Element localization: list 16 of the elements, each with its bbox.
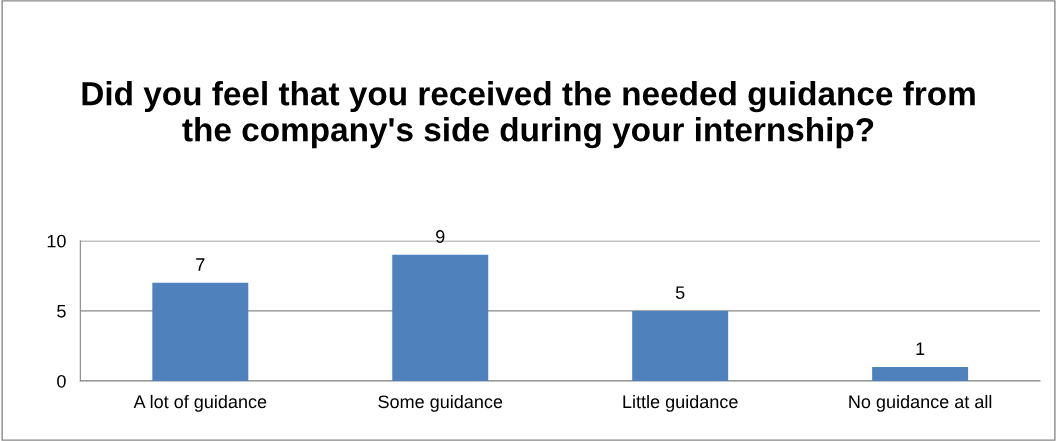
data-label: 5	[675, 286, 685, 299]
chart-title: Did you feel that you received the needed guidance from the company's side during your internship?	[82, 81, 975, 149]
x-tick-label: Some guidance	[378, 394, 503, 412]
x-tick-label: Little guidance	[623, 394, 738, 412]
x-tick-label: No guidance at all	[849, 394, 992, 412]
y-tick-label: 0	[57, 374, 66, 388]
data-label: 7	[196, 258, 205, 271]
y-tick-label: 10	[47, 234, 66, 248]
x-tick-label: A lot of guidance	[133, 394, 267, 412]
bar	[872, 367, 969, 382]
data-label: 1	[916, 342, 925, 355]
y-tick-label: 5	[57, 305, 66, 318]
data-label: 9	[436, 230, 445, 243]
bar	[392, 254, 489, 382]
bar	[632, 310, 729, 382]
bar	[152, 282, 249, 382]
